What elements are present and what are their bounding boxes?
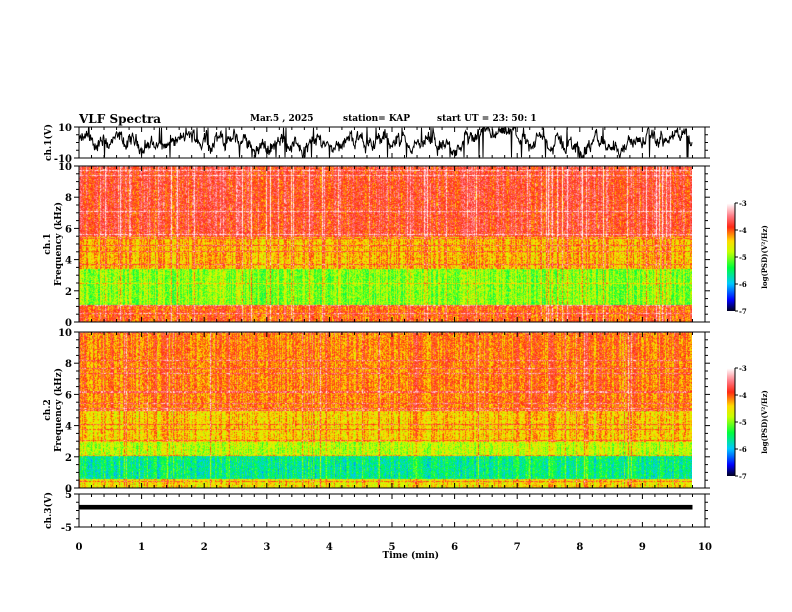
colorbar-tick-label: -4: [739, 226, 747, 235]
y-axis-label: Frequency (kHz): [53, 202, 64, 286]
colorbar-tick-label: -7: [739, 307, 747, 316]
y-tick-label: 6: [65, 390, 72, 401]
y-tick-label: 2: [65, 453, 72, 464]
ch1-spectrogram-image: [79, 166, 692, 322]
y-axis-channel-label: ch.2: [43, 399, 53, 420]
x-tick-label: 3: [263, 542, 270, 553]
y-tick-label: 8: [65, 359, 72, 370]
y-tick-label: 2: [65, 287, 72, 298]
x-tick-label: 6: [451, 542, 458, 553]
panel-frame-3: [78, 331, 706, 489]
ch1-colorbar: [727, 203, 735, 311]
colorbar-label: log(PSD)(V²/Hz): [760, 390, 769, 454]
colorbar-tick-label: -6: [739, 280, 747, 289]
colorbar-tick-label: -3: [739, 199, 747, 208]
y-axis-label: ch.3(V): [43, 492, 54, 529]
y-axis-label: Frequency (kHz): [53, 368, 64, 452]
colorbar-tick-label: -4: [739, 391, 747, 400]
x-tick-label: 9: [639, 542, 646, 553]
y-tick-label: -10: [54, 154, 72, 165]
colorbar-label: log(PSD)(V²/Hz): [760, 225, 769, 289]
colorbar-tick-label: -5: [739, 253, 747, 262]
date-label: Mar.5 , 2025: [250, 114, 314, 124]
x-tick-label: 5: [389, 542, 396, 553]
y-tick-label: 8: [65, 193, 72, 204]
y-tick-label: 6: [65, 224, 72, 235]
x-tick-label: 2: [201, 542, 208, 553]
y-tick-label: -5: [61, 523, 72, 534]
start-time-label: start UT = 23: 50: 1: [437, 114, 537, 124]
ch1-waveform-line: [78, 125, 693, 158]
panel-frame-2: [78, 165, 706, 323]
y-tick-label: 4: [65, 422, 72, 433]
x-tick-label: 4: [326, 542, 333, 553]
x-tick-label: 7: [514, 542, 521, 553]
colorbar-tick-label: -5: [739, 418, 747, 427]
y-tick-label: 10: [58, 328, 72, 339]
ch3-waveform-band: [79, 504, 693, 510]
y-tick-label: 0: [65, 318, 72, 329]
y-tick-label: 10: [58, 123, 72, 134]
ch2-colorbar: [727, 368, 735, 476]
y-axis-channel-label: ch.1: [43, 233, 53, 254]
x-axis-label: Time (min): [383, 550, 440, 561]
colorbar-tick-label: -6: [739, 445, 747, 454]
x-tick-label: 1: [138, 542, 145, 553]
y-axis-label: ch.1(V): [43, 124, 54, 161]
y-tick-label: 5: [65, 490, 72, 501]
x-tick-label: 8: [576, 542, 583, 553]
chart-title: VLF Spectra: [79, 112, 162, 126]
x-tick-label: 0: [76, 542, 83, 553]
station-label: station= KAP: [343, 114, 411, 124]
colorbar-tick-label: -7: [739, 472, 747, 481]
y-tick-label: 10: [58, 162, 72, 173]
y-tick-label: 0: [65, 484, 72, 495]
ch2-spectrogram-image: [79, 332, 692, 488]
x-tick-label: 10: [698, 542, 712, 553]
colorbar-tick-label: -3: [739, 364, 747, 373]
y-tick-label: 4: [65, 256, 72, 267]
